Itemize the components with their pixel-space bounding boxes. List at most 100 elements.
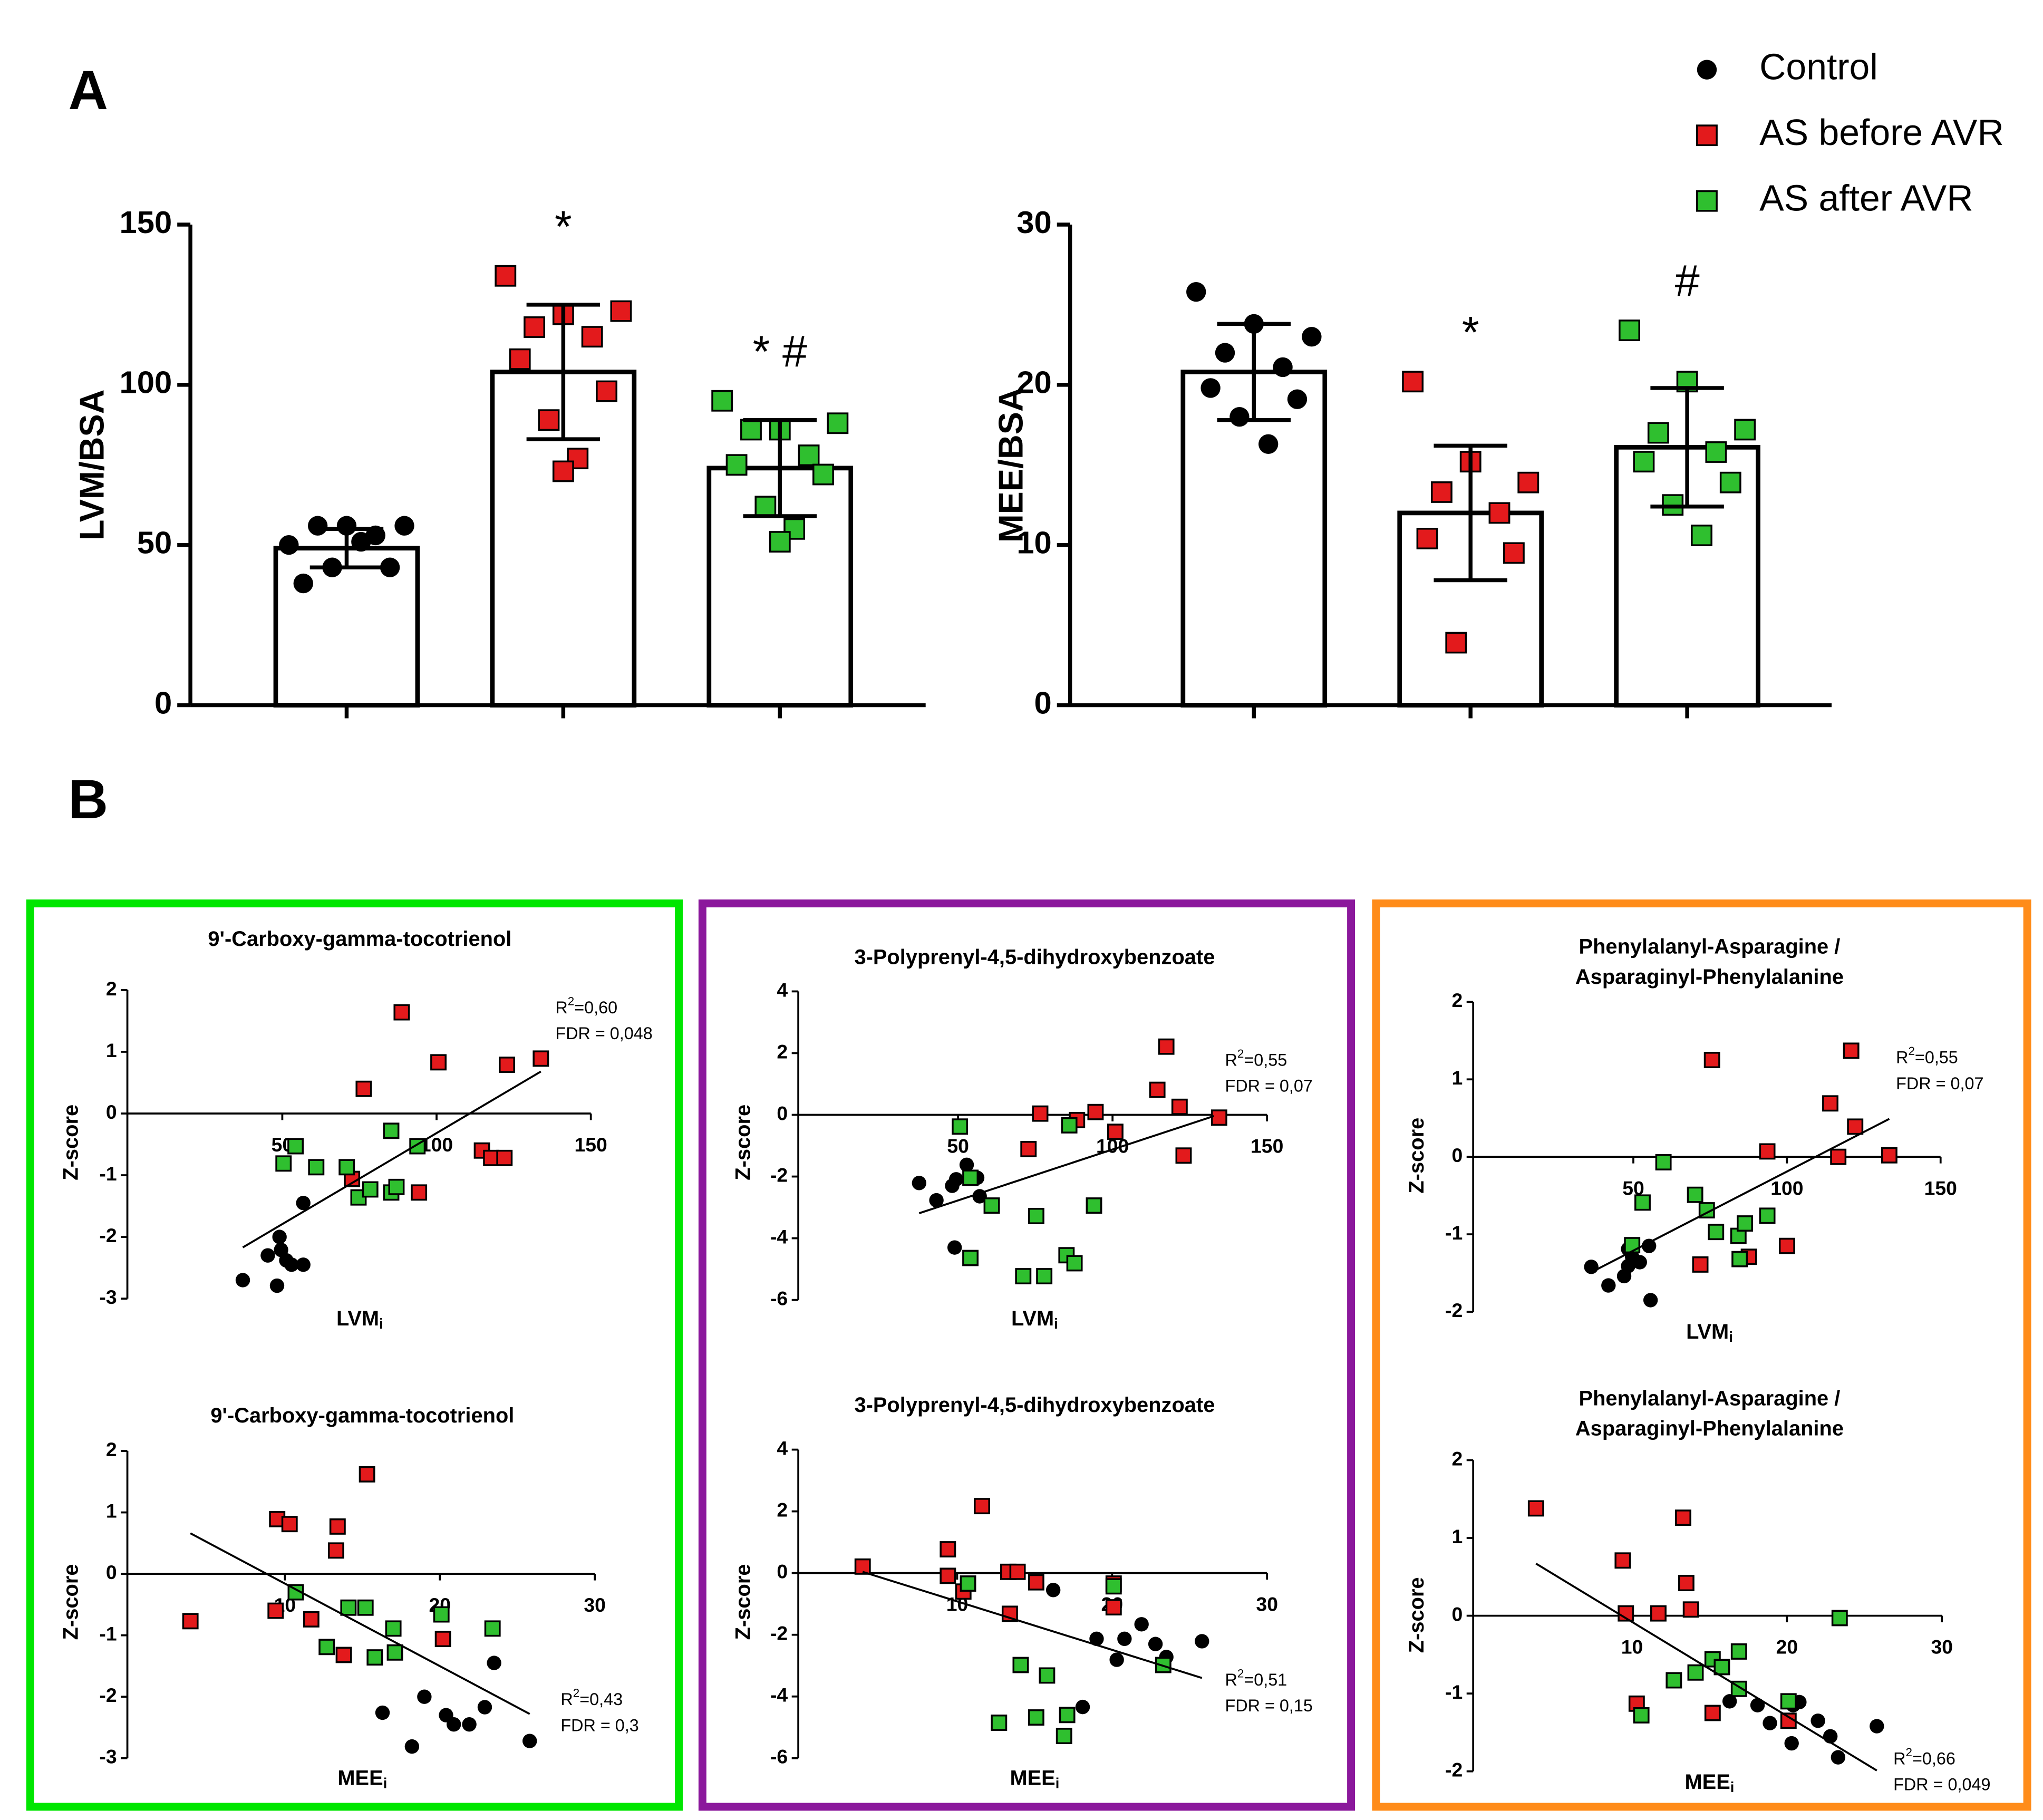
y-tick-label: 0 (106, 1101, 117, 1123)
data-point (1028, 1208, 1044, 1224)
data-point (1059, 1707, 1076, 1724)
x-tick-label: 50 (947, 1135, 969, 1157)
data-point (960, 1575, 976, 1592)
r-squared: R2=0,51 (1225, 1667, 1287, 1689)
data-point (394, 516, 414, 536)
r-squared-superscript: 2 (1905, 1746, 1912, 1759)
data-point (375, 1705, 390, 1720)
data-point (1087, 1103, 1104, 1120)
data-point (1028, 1709, 1044, 1726)
error-bar (1434, 443, 1507, 583)
data-point (281, 1516, 298, 1533)
r-squared-value: =0,51 (1244, 1670, 1287, 1689)
data-point (1171, 1098, 1188, 1115)
data-point (296, 1196, 311, 1211)
data-point (499, 1057, 515, 1073)
error-bar (309, 527, 384, 569)
data-point (1675, 1509, 1691, 1526)
data-point (1624, 1237, 1641, 1254)
y-axis-label: Z-score (732, 1105, 755, 1180)
data-point (307, 516, 328, 536)
data-point (1105, 1599, 1122, 1616)
data-point (1650, 1605, 1667, 1622)
annotation: * (555, 201, 572, 251)
y-tick-label: 0 (777, 1560, 788, 1582)
legend-marker (1696, 190, 1718, 212)
panel-label: A (68, 60, 108, 121)
legend-marker (1697, 60, 1717, 80)
y-axis-label: MEE/BSA (992, 387, 1030, 543)
y-tick-label: -2 (770, 1622, 788, 1644)
x-tick-label: 150 (1251, 1135, 1283, 1157)
data-point (1117, 1631, 1132, 1646)
y-tick-label: 150 (120, 205, 172, 240)
data-point (1737, 1215, 1753, 1232)
data-point (329, 1518, 346, 1535)
data-point (1089, 1631, 1104, 1646)
y-tick-label: -4 (770, 1684, 788, 1706)
data-point (1517, 471, 1539, 493)
data-point (1148, 1637, 1163, 1651)
data-point (483, 1149, 500, 1166)
y-axis-label: LVM/BSA (72, 390, 111, 541)
data-point (1731, 1251, 1748, 1267)
data-point (959, 1157, 974, 1173)
data-point (952, 1118, 969, 1135)
data-point (1056, 1728, 1072, 1745)
data-point (1691, 525, 1712, 546)
trendline (242, 1070, 541, 1248)
x-axis-label: MEEi (337, 1766, 387, 1792)
y-tick-label: -2 (99, 1224, 117, 1246)
x-axis-label-text: LVM (1686, 1320, 1729, 1343)
data-point (1822, 1095, 1838, 1112)
data-point (296, 1257, 311, 1272)
data-point (1614, 1552, 1631, 1569)
data-point (1847, 1118, 1864, 1135)
data-point (495, 265, 517, 287)
data-point (1527, 1500, 1544, 1517)
r-squared-superscript: 2 (1237, 1667, 1244, 1680)
data-point (1705, 441, 1727, 463)
data-point (1719, 471, 1741, 493)
x-axis-label-text: LVM (336, 1307, 379, 1330)
r-squared-superscript: 2 (1908, 1044, 1914, 1058)
data-point (477, 1700, 492, 1715)
data-point (1831, 1750, 1846, 1765)
data-point (1633, 1707, 1650, 1724)
y-tick-label: -2 (770, 1164, 788, 1186)
data-point (1020, 1141, 1037, 1157)
data-point (335, 1647, 352, 1663)
data-point (385, 1620, 402, 1637)
data-point (1287, 389, 1308, 409)
data-point (962, 1169, 979, 1186)
trendline (1591, 1118, 1890, 1273)
data-point (1870, 1719, 1884, 1734)
panel-box (26, 899, 683, 1811)
data-point (1149, 1081, 1166, 1098)
y-tick-label: -2 (1445, 1299, 1463, 1321)
data-point (1066, 1255, 1083, 1272)
data-point (269, 1278, 285, 1293)
y-axis-label: Z-score (1405, 1577, 1428, 1653)
y-tick-label: 2 (106, 1438, 117, 1460)
x-axis-label-text: LVM (1011, 1307, 1054, 1330)
data-point (1713, 1659, 1730, 1676)
data-point (1229, 406, 1250, 427)
legend-label: Control (1759, 46, 1878, 88)
data-point (1109, 1652, 1124, 1667)
data-point (1015, 1268, 1032, 1285)
r-squared: R2=0,55 (1896, 1044, 1958, 1067)
data-point (267, 1602, 284, 1619)
r-squared-label: R (1225, 1050, 1237, 1069)
y-tick-label: -1 (1445, 1681, 1463, 1703)
y-tick-label: -4 (770, 1225, 788, 1247)
x-axis-label-subscript: i (383, 1775, 388, 1792)
data-point (1086, 1197, 1102, 1214)
chart-title: 9'-Carboxy-gamma-tocotrienol (208, 927, 511, 951)
y-tick-label: 4 (777, 1437, 788, 1459)
r-squared: R2=0,66 (1893, 1746, 1955, 1768)
data-point (359, 1466, 375, 1483)
data-point (1028, 1574, 1044, 1591)
trendline (918, 1115, 1214, 1214)
data-point (1634, 1194, 1651, 1211)
